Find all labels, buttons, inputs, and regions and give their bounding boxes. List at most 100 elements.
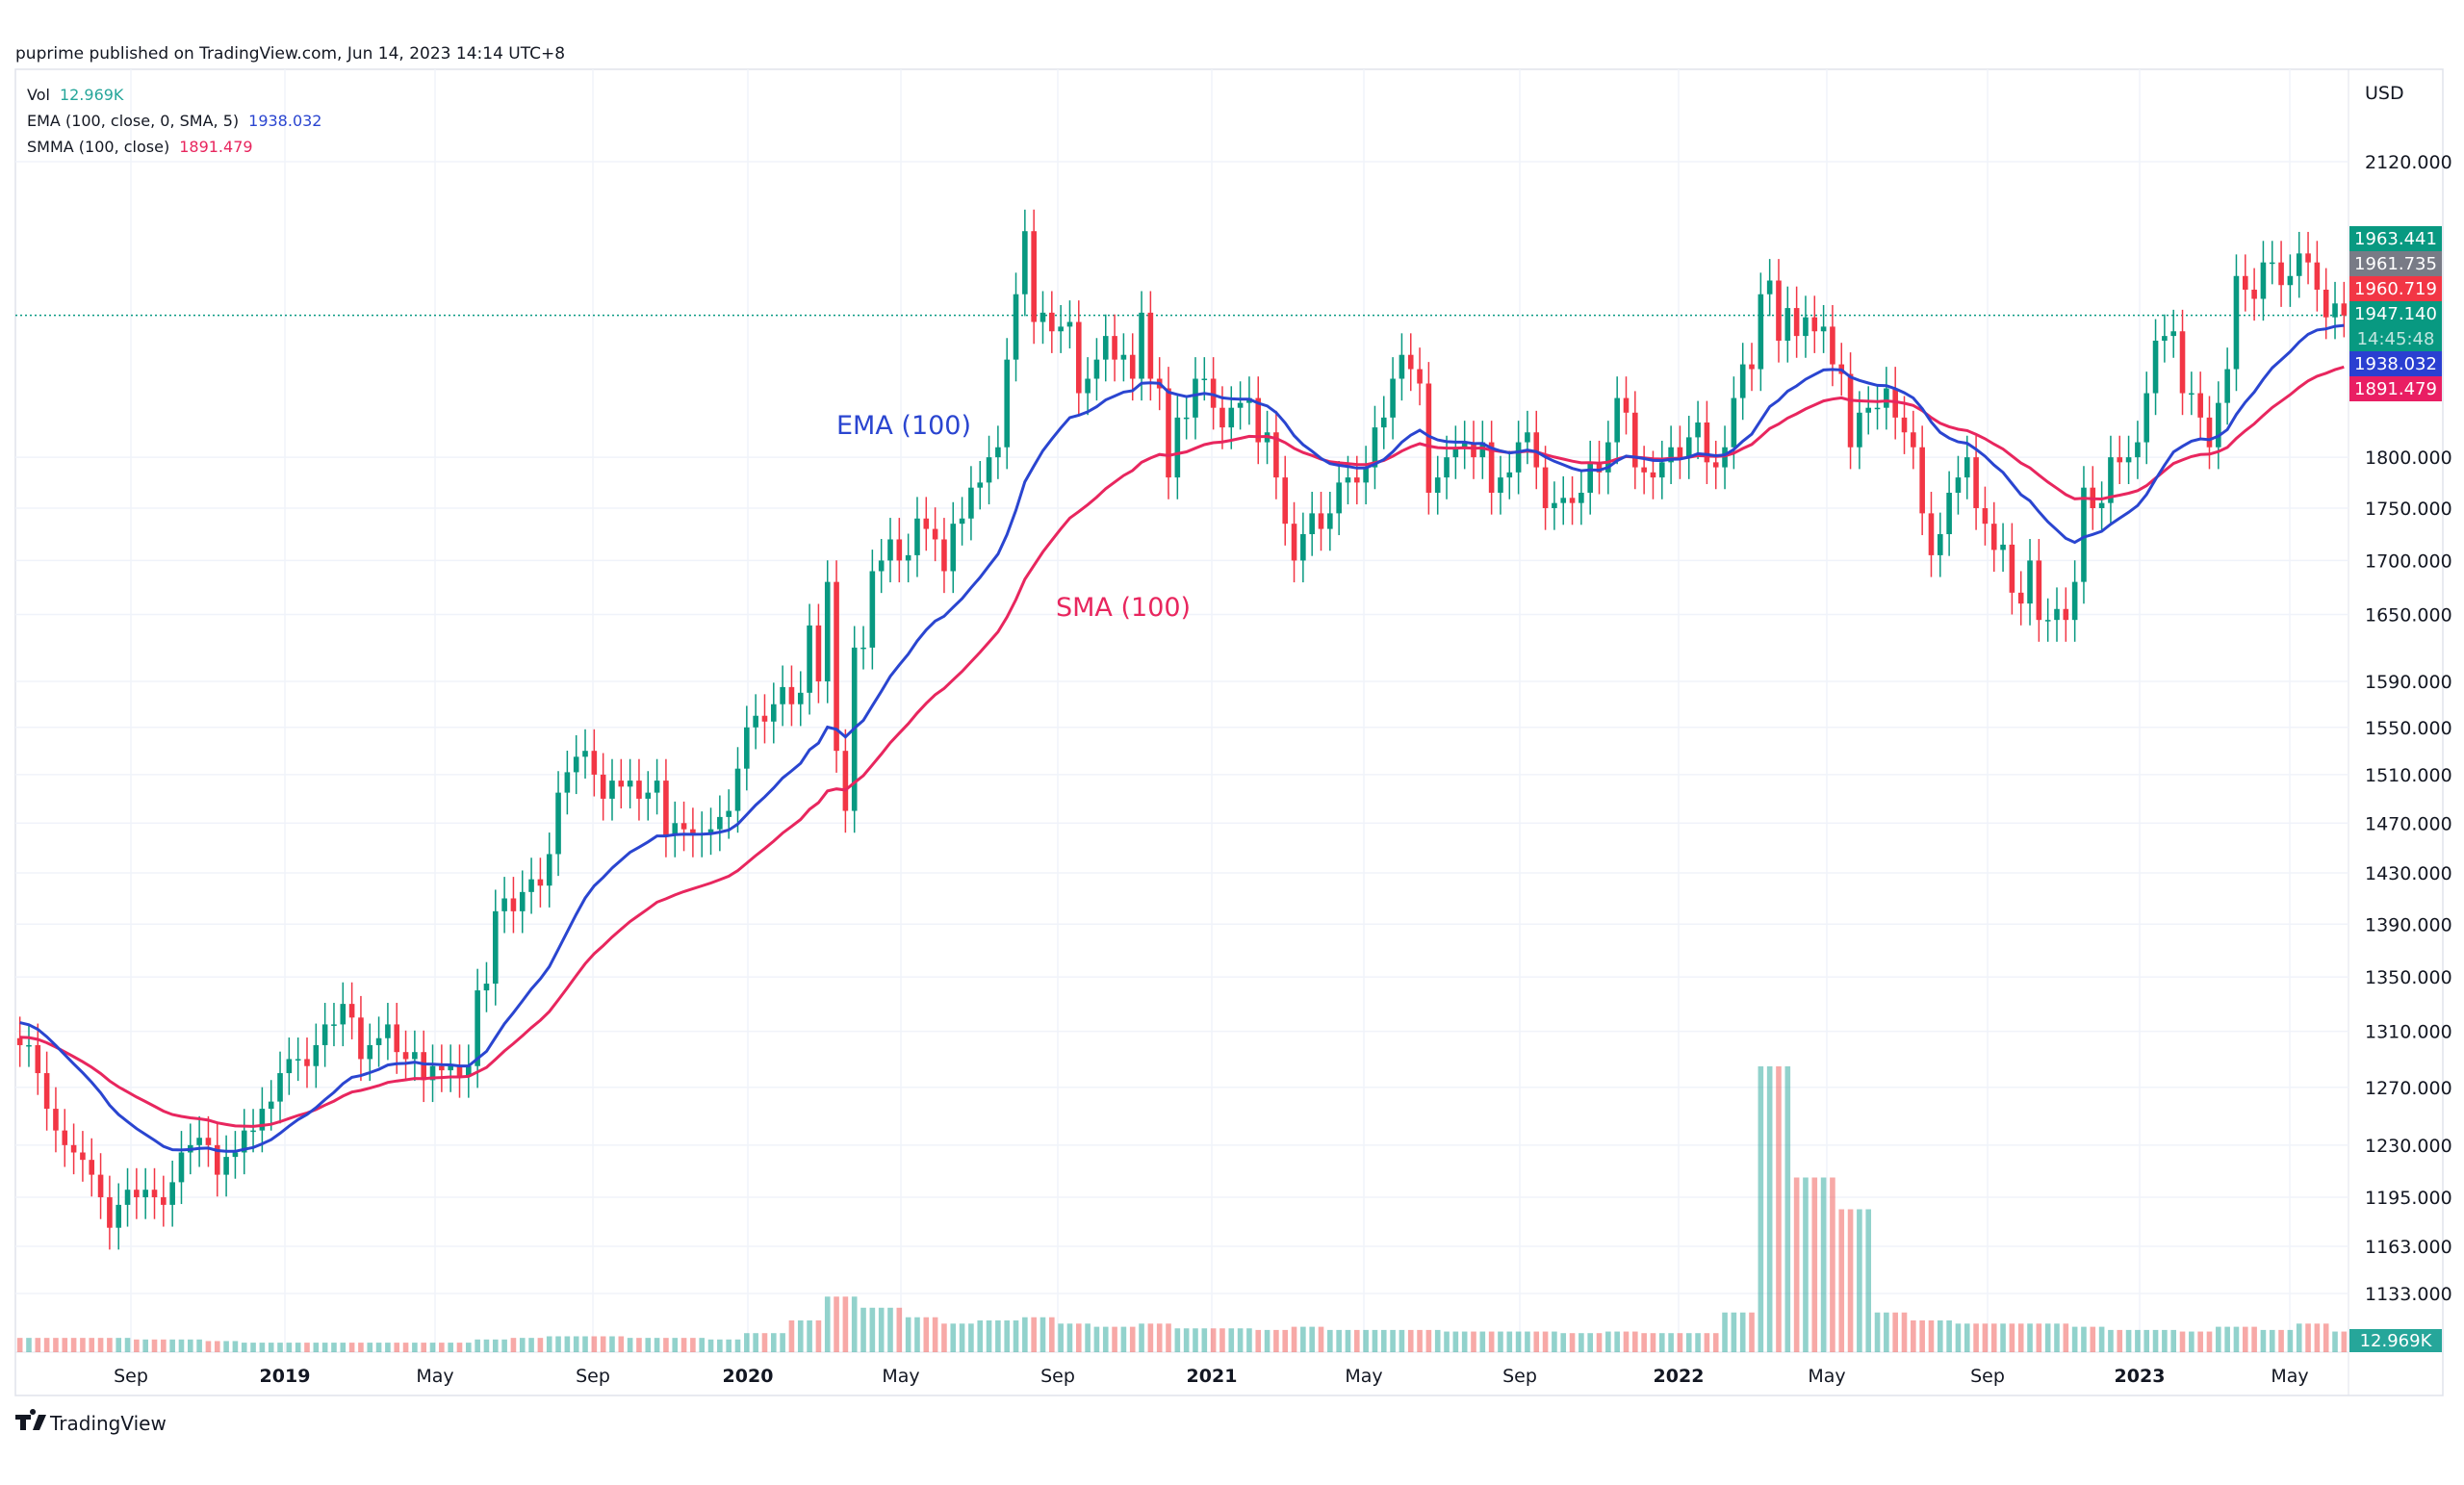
volume-bar (1650, 1333, 1656, 1352)
volume-bar (196, 1339, 202, 1352)
volume-bar (62, 1338, 68, 1352)
volume-bar (1407, 1329, 1414, 1352)
volume-bar (1255, 1329, 1262, 1352)
candle-body (1201, 378, 1208, 381)
price-tick-label: 1550.000 (2365, 718, 2452, 739)
candle-body (1498, 477, 1503, 493)
candle-body (1363, 467, 1369, 483)
candle-body (2206, 417, 2213, 448)
candle-body (1901, 417, 1908, 433)
volume-bar (717, 1339, 723, 1352)
candle-body (1739, 364, 1746, 398)
candle-body (1327, 513, 1333, 529)
volume-bar (2332, 1331, 2338, 1352)
volume-bar (1990, 1323, 1997, 1352)
volume-bar (753, 1333, 758, 1352)
candle-body (1417, 369, 1423, 384)
candle-body (196, 1138, 202, 1145)
volume-bar (1901, 1312, 1908, 1352)
candle-body (1596, 462, 1603, 473)
volume-bar (250, 1343, 256, 1352)
volume-bar (188, 1339, 193, 1352)
volume-bar (142, 1339, 148, 1352)
time-tick-label: Sep (114, 1366, 148, 1387)
candle-body (1641, 467, 1647, 473)
time-tick-label: Sep (576, 1366, 610, 1387)
volume-bar (851, 1296, 858, 1352)
candle-body (2162, 336, 2168, 341)
candle-body (680, 823, 687, 830)
candle-body (2117, 457, 2123, 463)
volume-bar (923, 1317, 930, 1352)
candle-body (1928, 513, 1935, 555)
volume-bar (2152, 1329, 2159, 1352)
candle-body (62, 1130, 68, 1145)
candle-body (1677, 447, 1683, 458)
volume-bar (1982, 1323, 1989, 1352)
candle-body (609, 781, 615, 799)
candle-body (672, 823, 679, 836)
publish-info: puprime published on TradingView.com, Ju… (15, 44, 565, 64)
candle-body (663, 781, 669, 836)
volume-bar (2000, 1323, 2006, 1352)
candle-body (2216, 402, 2221, 448)
bar-countdown: 14:45:48 (2357, 329, 2435, 349)
candle-body (286, 1059, 293, 1074)
volume-bar (1533, 1331, 1540, 1352)
candle-body (2189, 393, 2194, 396)
candle-body (717, 816, 723, 830)
volume-bar (1847, 1209, 1854, 1352)
time-axis[interactable]: Sep 2019 May Sep 2020 May Sep 2021 May Sep 2022 May… (114, 1366, 2309, 1387)
ema-line (19, 323, 2345, 1153)
volume-bar (1911, 1320, 1916, 1352)
volume-bar (456, 1343, 463, 1352)
candle-body (1685, 437, 1692, 458)
candle-body (1049, 312, 1055, 332)
candle-body (2036, 560, 2042, 621)
candle-body (771, 704, 777, 722)
candle-body (2197, 393, 2203, 418)
price-tick-label: 1133.000 (2365, 1284, 2452, 1305)
candle-body (2054, 608, 2060, 621)
candle-body (510, 898, 517, 911)
volume-bar (905, 1317, 911, 1352)
volume-bar (663, 1338, 669, 1352)
candle-body (16, 1037, 23, 1045)
volume-bar (887, 1307, 893, 1352)
candle-body (905, 554, 911, 561)
volume-bar (1784, 1066, 1791, 1352)
volume-bar (1246, 1328, 1252, 1352)
candle-body (1372, 427, 1378, 468)
volume-bar (1623, 1331, 1630, 1352)
volume-bar (268, 1343, 274, 1352)
candle-body (1085, 378, 1091, 394)
candle-body (923, 518, 930, 529)
volume-bar (1811, 1177, 1818, 1352)
volume-bar (1264, 1329, 1270, 1352)
volume-bar (1201, 1328, 1208, 1352)
candle-body (582, 751, 588, 757)
candle-body (2027, 560, 2033, 604)
candle-body (1668, 447, 1674, 463)
candle-body (2017, 592, 2024, 604)
candle-body (824, 581, 831, 681)
volume-bar (80, 1338, 86, 1352)
volume-bar (1838, 1209, 1845, 1352)
price-axis[interactable]: 2120.000 1800.000 1750.000 1700.000 1650.000… (2365, 152, 2452, 1305)
volume-bar (214, 1341, 220, 1352)
candle-body (2108, 457, 2114, 503)
candle-body (914, 518, 920, 555)
candle-body (53, 1109, 59, 1131)
candle-body (2323, 289, 2329, 318)
volume-bar (1273, 1329, 1279, 1352)
volume-bar (1434, 1329, 1441, 1352)
candle-body (116, 1204, 122, 1228)
volume-bar (1112, 1326, 1117, 1352)
candle-body (2233, 275, 2240, 370)
price-tick-label: 1163.000 (2365, 1237, 2452, 1258)
tradingview-logo[interactable]: TradingView (15, 1409, 167, 1435)
candle-body (421, 1052, 426, 1081)
volume-bar (475, 1339, 480, 1352)
